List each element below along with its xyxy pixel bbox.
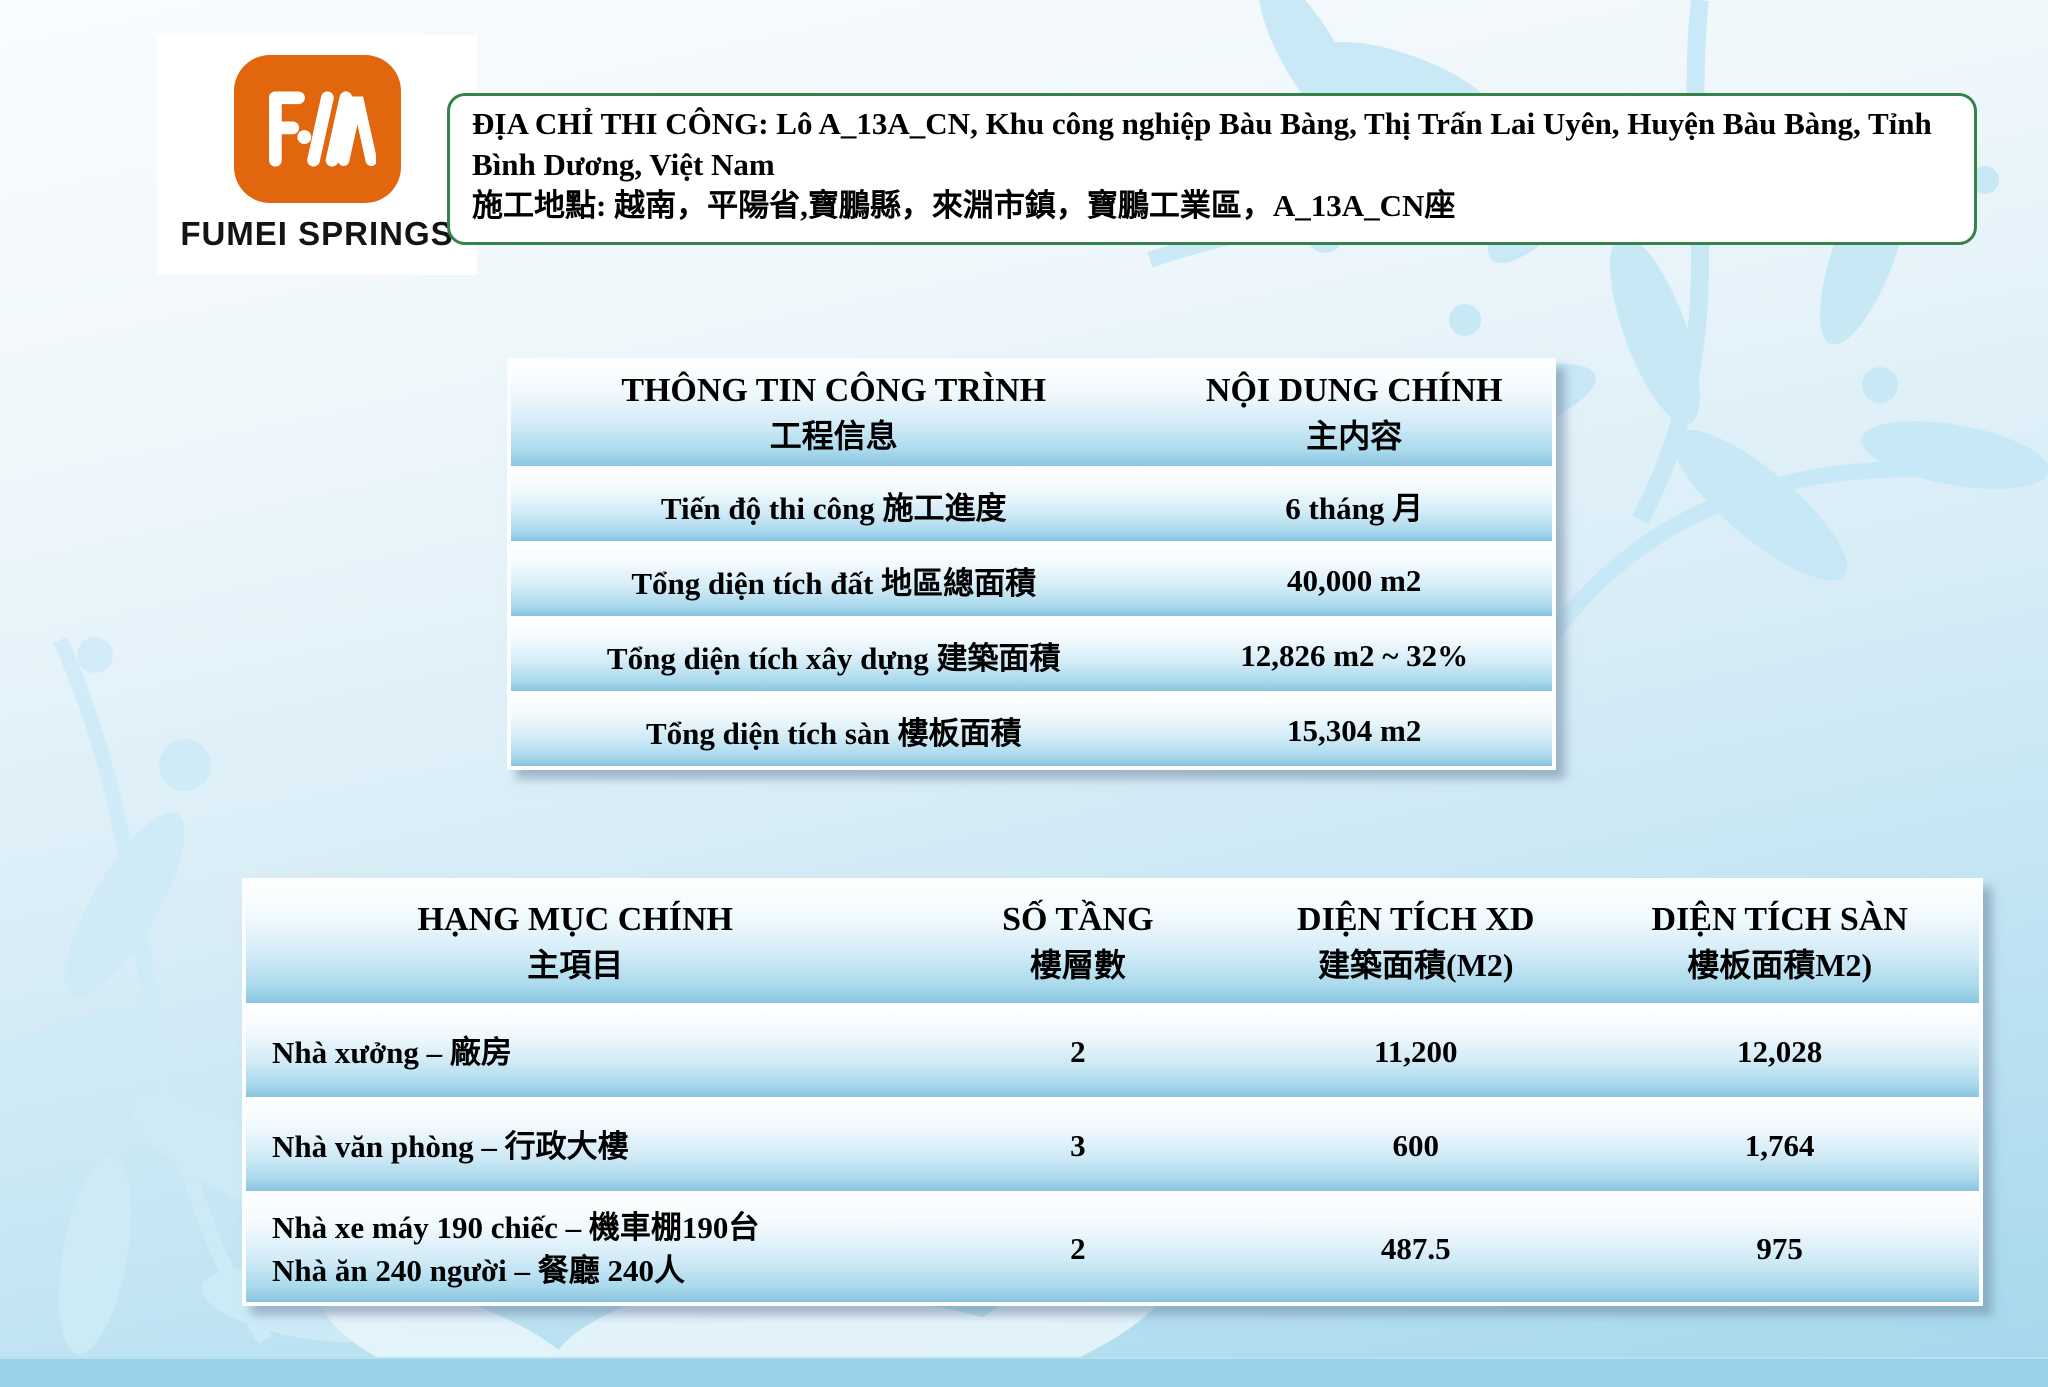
address-line-vietnamese: ĐỊA CHỈ THI CÔNG: Lô A_13A_CN, Khu công … xyxy=(472,106,1932,182)
address-box: ĐỊA CHỈ THI CÔNG: Lô A_13A_CN, Khu công … xyxy=(447,93,1977,245)
item-name: Nhà xưởng – 廠房 xyxy=(272,1034,512,1070)
table-row: Tổng diện tích sàn 樓板面積 15,304 m2 xyxy=(511,695,1552,766)
info-table-header-info: THÔNG TIN CÔNG TRÌNH 工程信息 xyxy=(621,372,1047,454)
item-name: Nhà xe máy 190 chiếc – 機車棚190台 Nhà ăn 24… xyxy=(272,1209,760,1288)
main-items-table: HẠNG MỤC CHÍNH 主項目 SỐ TẦNG 樓層數 DIỆN TÍCH… xyxy=(242,878,1983,1306)
info-table-header-row: THÔNG TIN CÔNG TRÌNH 工程信息 NỘI DUNG CHÍNH… xyxy=(511,362,1552,466)
address-line-chinese: 施工地點: 越南，平陽省,寶鵬縣，來淵市鎮，寶鵬工業區，A_13A_CN座 xyxy=(472,188,1456,223)
items-header-area-san: DIỆN TÍCH SÀN 樓板面積M2) xyxy=(1651,900,1908,983)
project-info-table: THÔNG TIN CÔNG TRÌNH 工程信息 NỘI DUNG CHÍNH… xyxy=(507,358,1556,770)
fumei-logo-icon xyxy=(233,55,401,203)
row-label: Tổng diện tích xây dựng 建築面積 xyxy=(606,641,1061,676)
brand-name: FUMEI SPRINGS xyxy=(180,215,454,252)
row-value: 12,826 m2 ~ 32% xyxy=(1240,637,1469,673)
item-area-xd: 600 xyxy=(1392,1128,1440,1163)
row-label: Tổng diện tích đất 地區總面積 xyxy=(631,566,1037,601)
item-floors: 3 xyxy=(1070,1128,1086,1163)
items-table-header-row: HẠNG MỤC CHÍNH 主項目 SỐ TẦNG 樓層數 DIỆN TÍCH… xyxy=(246,882,1979,1003)
table-row: Nhà xe máy 190 chiếc – 機車棚190台 Nhà ăn 24… xyxy=(246,1195,1979,1302)
info-table-header-content: NỘI DUNG CHÍNH 主内容 xyxy=(1205,372,1503,454)
table-row: Tổng diện tích xây dựng 建築面積 12,826 m2 ~… xyxy=(511,620,1552,691)
row-label: Tiến độ thi công 施工進度 xyxy=(660,491,1007,526)
item-area-san: 12,028 xyxy=(1737,1034,1823,1069)
bottom-strip xyxy=(0,1357,2048,1387)
table-row: Tổng diện tích đất 地區總面積 40,000 m2 xyxy=(511,545,1552,616)
items-header-floors: SỐ TẦNG 樓層數 xyxy=(1002,900,1154,983)
logo-card: FUMEI SPRINGS xyxy=(157,35,477,275)
item-name: Nhà văn phòng – 行政大樓 xyxy=(272,1128,629,1164)
table-row: Nhà xưởng – 廠房 2 11,200 12,028 xyxy=(246,1007,1979,1097)
item-area-xd: 487.5 xyxy=(1380,1230,1451,1266)
table-row: Tiến độ thi công 施工進度 6 tháng 月 xyxy=(511,470,1552,541)
item-floors: 2 xyxy=(1070,1034,1086,1069)
row-value: 40,000 m2 xyxy=(1287,562,1422,598)
row-value: 15,304 m2 xyxy=(1287,712,1422,748)
items-header-category: HẠNG MỤC CHÍNH 主項目 xyxy=(417,900,733,983)
row-label: Tổng diện tích sàn 樓板面積 xyxy=(645,716,1022,751)
item-area-san: 1,764 xyxy=(1744,1128,1815,1163)
table-row: Nhà văn phòng – 行政大樓 3 600 1,764 xyxy=(246,1101,1979,1191)
item-area-san: 975 xyxy=(1756,1230,1803,1266)
item-area-xd: 11,200 xyxy=(1373,1034,1458,1069)
items-header-area-xd: DIỆN TÍCH XD 建築面積(M2) xyxy=(1297,900,1535,983)
row-value: 6 tháng 月 xyxy=(1285,491,1424,526)
item-floors: 2 xyxy=(1070,1230,1086,1266)
